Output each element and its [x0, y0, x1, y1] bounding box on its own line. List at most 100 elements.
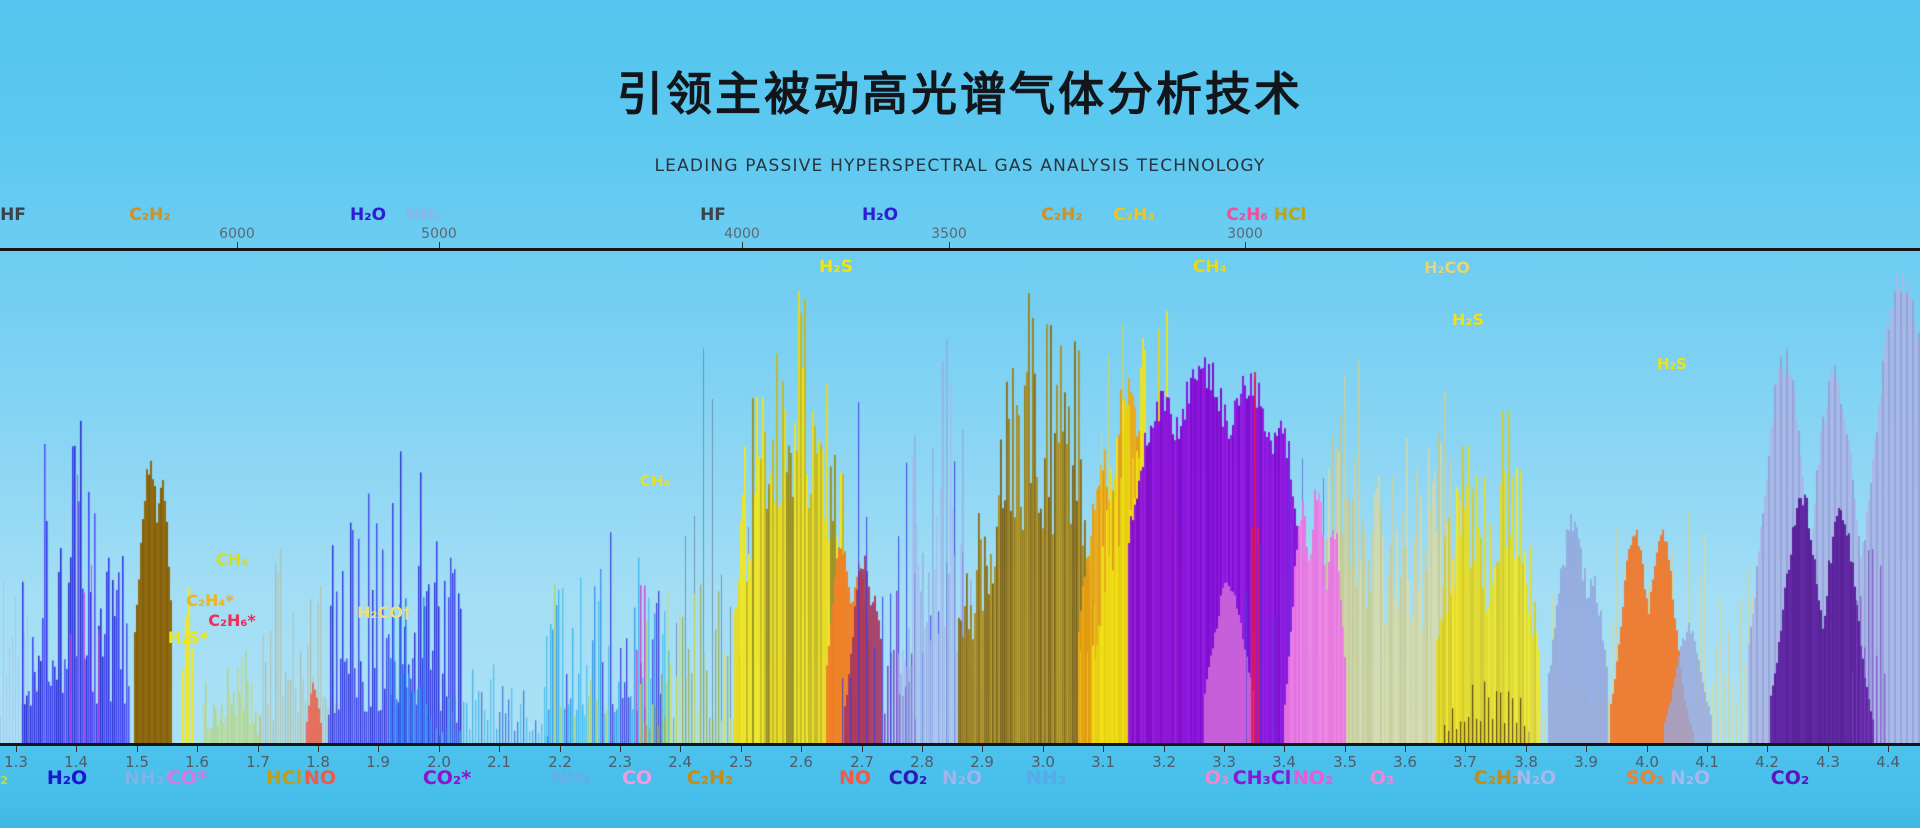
wavelength-tick-mark [922, 746, 923, 752]
wavelength-tick-mark [741, 746, 742, 752]
wavelength-tick-label: 4.0 [1635, 753, 1659, 771]
wavelength-tick-mark [801, 746, 802, 752]
wavelength-tick-label: 1.9 [366, 753, 390, 771]
gas-label-plot: H₂S [1452, 310, 1484, 329]
wavelength-tick-label: 1.8 [306, 753, 330, 771]
wavelength-tick-mark [1888, 746, 1889, 752]
gas-label-top: C₂H₄ [1113, 205, 1155, 225]
wavelength-tick-label: 1.4 [64, 753, 88, 771]
wavelength-tick-mark [560, 746, 561, 752]
gas-label-plot: CH₄ [639, 472, 671, 490]
gas-label-plot: H₂CO† [357, 603, 411, 622]
wavelength-tick-label: 1.3 [4, 753, 28, 771]
gas-label-top: HF [0, 205, 26, 225]
page-title: 引领主被动高光谱气体分析技术 [617, 67, 1303, 121]
gas-label-bottom: NO [838, 767, 872, 789]
wavelength-tick-mark [1465, 746, 1466, 752]
wavenumber-tick-label: 4000 [724, 226, 760, 242]
gas-label-plot: C₂H₆* [208, 611, 256, 630]
wavelength-tick-mark [1345, 746, 1346, 752]
wavenumber-tick-mark [949, 242, 950, 248]
gas-label-bottom: CO₂* [422, 767, 472, 789]
wavelength-tick-label: 3.7 [1453, 753, 1477, 771]
wavelength-tick-mark [197, 746, 198, 752]
wavenumber-tick-mark [237, 242, 238, 248]
gas-label-bottom: CO [621, 767, 653, 789]
wavelength-tick-mark [76, 746, 77, 752]
wavelength-tick-mark [318, 746, 319, 752]
wavelength-tick-label: 1.7 [246, 753, 270, 771]
gas-label-plot: H₂S [1657, 355, 1687, 373]
wavelength-tick-mark [982, 746, 983, 752]
wavelength-tick-label: 4.4 [1876, 753, 1900, 771]
wavelength-tick-label: 3.8 [1514, 753, 1538, 771]
wavelength-tick-label: 2.4 [668, 753, 692, 771]
wavenumber-tick-mark [439, 242, 440, 248]
wavelength-tick-label: 3.2 [1152, 753, 1176, 771]
gas-label-plot: H₂S* [167, 628, 209, 647]
wavelength-tick-mark [258, 746, 259, 752]
gas-label-top: C₂H₆ [1226, 205, 1268, 225]
wavelength-tick-mark [439, 746, 440, 752]
gas-label-bottom: CH₃Cl [1232, 767, 1292, 789]
wavelength-tick-label: 3.0 [1031, 753, 1055, 771]
wavelength-tick-label: 2.3 [608, 753, 632, 771]
gas-label-bottom: C₂H₂ [686, 767, 734, 789]
wavelength-tick-label: 2.1 [487, 753, 511, 771]
wavelength-tick-mark [1828, 746, 1829, 752]
wavenumber-tick-label: 5000 [421, 226, 457, 242]
wavelength-tick-mark [1164, 746, 1165, 752]
wavelength-tick-label: 4.2 [1755, 753, 1779, 771]
wavelength-tick-mark [620, 746, 621, 752]
wavelength-tick-label: 2.5 [729, 753, 753, 771]
gas-label-bottom: H₂O [46, 767, 88, 789]
wavelength-tick-mark [137, 746, 138, 752]
wavelength-tick-mark [1707, 746, 1708, 752]
wavelength-tick-label: 2.8 [910, 753, 934, 771]
gas-label-bottom: NH₃* [123, 767, 175, 789]
wavelength-tick-label: 3.3 [1212, 753, 1236, 771]
wavenumber-tick-label: 6000 [219, 226, 255, 242]
wavelength-tick-label: 2.2 [548, 753, 572, 771]
wavelength-tick-mark [499, 746, 500, 752]
gas-label-top: H₂O [349, 205, 387, 225]
gas-label-plot: CH₄ [1192, 257, 1228, 277]
gas-label-bottom: NH₃ [1025, 767, 1067, 789]
wavelength-tick-label: 3.6 [1393, 753, 1417, 771]
gas-label-plot: H₂CO [1424, 258, 1470, 277]
gas-label-top: HCl [1273, 205, 1307, 225]
wavelength-tick-mark [1586, 746, 1587, 752]
wavelength-tick-label: 1.6 [185, 753, 209, 771]
gas-label-bottom: CO₂ [888, 767, 928, 789]
wavelength-tick-label: 3.9 [1574, 753, 1598, 771]
spectra-canvas [0, 251, 1920, 743]
wavelength-tick-label: 2.9 [970, 753, 994, 771]
wavelength-tick-mark [1043, 746, 1044, 752]
wavelength-tick-mark [378, 746, 379, 752]
top-axis-line [0, 248, 1920, 251]
wavelength-tick-mark [1224, 746, 1225, 752]
gas-label-bottom: CO₂ [1770, 767, 1810, 789]
wavelength-tick-mark [1526, 746, 1527, 752]
wavelength-tick-label: 3.5 [1333, 753, 1357, 771]
wavenumber-tick-mark [742, 242, 743, 248]
gas-label-bottom: HCl [265, 767, 303, 789]
wavelength-tick-label: 3.4 [1272, 753, 1296, 771]
gas-label-top: HF [700, 205, 726, 225]
gas-label-bottom: N₂O [1515, 767, 1557, 789]
wavelength-tick-label: 3.1 [1091, 753, 1115, 771]
wavelength-tick-label: 2.0 [427, 753, 451, 771]
wavelength-tick-mark [1284, 746, 1285, 752]
wavelength-tick-label: 1.5 [125, 753, 149, 771]
wavenumber-tick-mark [1245, 242, 1246, 248]
wavenumber-tick-label: 3000 [1227, 226, 1263, 242]
wavelength-tick-mark [680, 746, 681, 752]
bottom-axis-line [0, 743, 1920, 746]
gas-label-bottom: O₂ [0, 767, 9, 789]
wavelength-tick-label: 2.7 [850, 753, 874, 771]
gas-label-bottom: O₃ [1204, 767, 1230, 789]
wavelength-tick-label: 4.3 [1816, 753, 1840, 771]
wavelength-tick-mark [862, 746, 863, 752]
gas-label-bottom: O₃ [1369, 767, 1395, 789]
